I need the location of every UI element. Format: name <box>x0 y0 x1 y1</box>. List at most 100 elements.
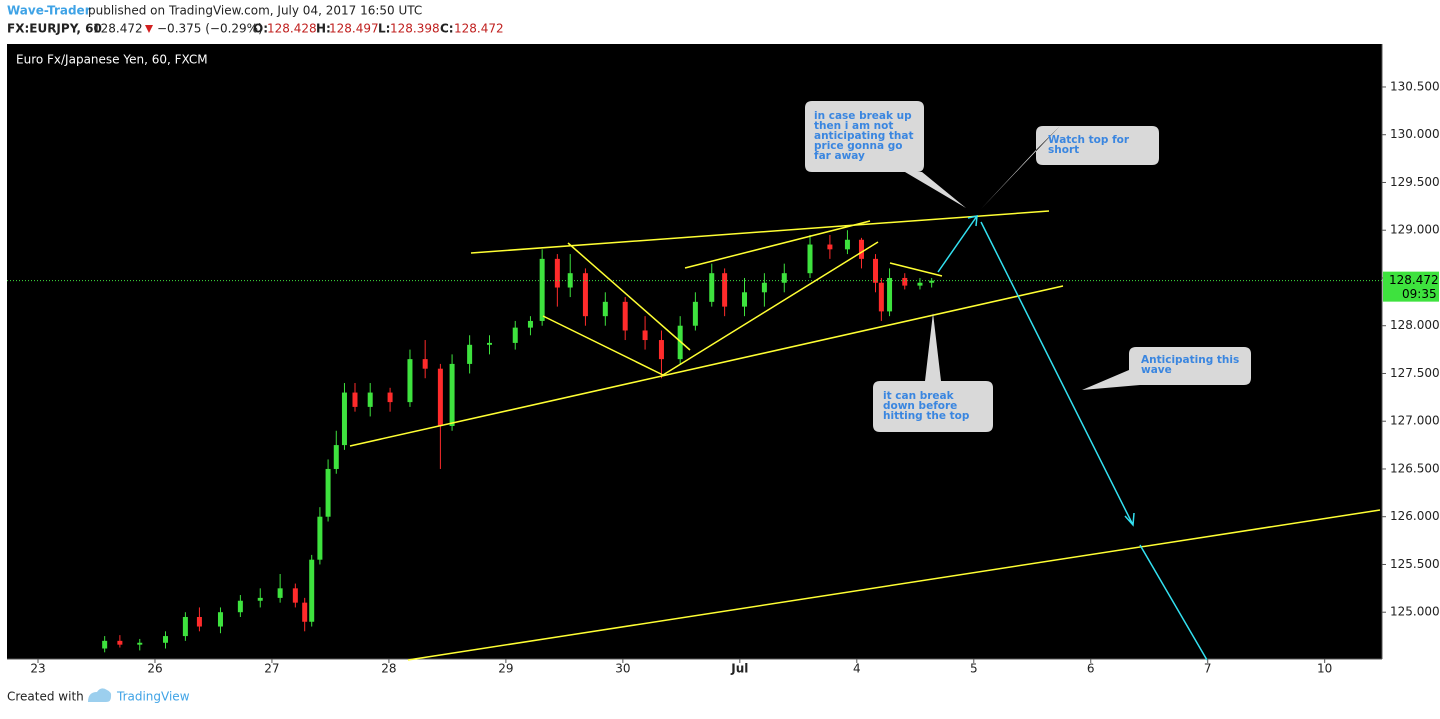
candle-body <box>237 600 243 613</box>
annotation-text: Anticipating this <box>1141 354 1239 366</box>
y-tick-label: 130.500 <box>1390 79 1440 93</box>
h-label: H: <box>316 22 331 36</box>
arrow <box>1139 544 1208 661</box>
candle-body <box>527 320 533 328</box>
tv-logo <box>88 688 112 702</box>
candle-body <box>102 640 108 649</box>
trend-line <box>662 241 879 376</box>
trend-line <box>684 220 871 269</box>
x-tick-label: Jul <box>730 662 748 676</box>
x-tick-label: 6 <box>1087 662 1095 676</box>
annotation-text: in case break up <box>814 110 912 122</box>
candle-body <box>162 636 168 643</box>
x-tick-label: 7 <box>1204 662 1212 676</box>
candle-body <box>487 342 493 345</box>
arrows <box>937 215 1208 661</box>
footer-created: Created with <box>7 690 84 704</box>
arrow <box>980 221 1135 527</box>
candle-body <box>917 282 923 286</box>
candle-body <box>467 344 473 364</box>
x-tick-label: 10 <box>1317 662 1332 676</box>
candle-body <box>709 273 715 302</box>
candle-body <box>309 559 315 622</box>
y-tick-label: 129.000 <box>1390 223 1440 237</box>
candle-body <box>137 642 143 645</box>
candle-body <box>887 277 893 312</box>
candle-body <box>352 392 358 407</box>
low: 128.398 <box>390 22 440 36</box>
annotation-text: price gonna go <box>814 140 902 152</box>
candle-body <box>333 445 339 469</box>
x-tick-label: 26 <box>147 662 162 676</box>
last-price-label: 128.472 <box>1389 273 1439 287</box>
x-tick-label: 4 <box>853 662 861 676</box>
x-tick-label: 5 <box>970 662 978 676</box>
x-tick-label: 29 <box>498 662 513 676</box>
annotation-text: Watch top for <box>1048 134 1130 146</box>
y-tick-label: 125.500 <box>1390 557 1440 571</box>
open: 128.428 <box>267 22 317 36</box>
last-price-box <box>1383 271 1439 302</box>
y-tick-label: 128.000 <box>1390 318 1440 332</box>
candle-body <box>437 368 443 426</box>
y-tick-label: 127.000 <box>1390 414 1440 428</box>
annotation-text: it can break <box>883 390 955 402</box>
candle-body <box>677 325 683 360</box>
trend-line <box>470 210 1050 254</box>
candle-body <box>827 244 833 250</box>
candle-body <box>367 392 373 407</box>
x-tick-label: 27 <box>264 662 279 676</box>
candle-body <box>539 258 545 321</box>
y-tick-label: 129.500 <box>1390 175 1440 189</box>
y-tick-label: 130.000 <box>1390 127 1440 141</box>
author[interactable]: Wave-Trader <box>7 4 91 18</box>
candle-body <box>742 292 748 307</box>
annotation-text: wave <box>1141 364 1172 376</box>
candle-body <box>292 588 298 603</box>
x-tick-label: 30 <box>615 662 630 676</box>
candle-body <box>407 359 413 403</box>
candle-body <box>196 616 202 627</box>
countdown: 09:35 <box>1402 287 1437 301</box>
candle-body <box>277 588 283 598</box>
candle-body <box>929 280 935 283</box>
candle-body <box>422 359 428 369</box>
last: 128.472 <box>93 22 143 36</box>
candle-body <box>449 363 455 426</box>
candle-body <box>567 273 573 288</box>
candle-body <box>642 330 648 341</box>
candle-body <box>387 392 393 403</box>
plot <box>7 230 1382 653</box>
candle-body <box>117 640 123 645</box>
candle-body <box>902 277 908 286</box>
annotation-text: down before <box>883 400 957 412</box>
candle-body <box>692 301 698 326</box>
y-tick-label: 126.500 <box>1390 461 1440 475</box>
candle-body <box>602 301 608 317</box>
y-tick-label: 126.000 <box>1390 509 1440 523</box>
c-label: C: <box>440 22 454 36</box>
high: 128.497 <box>329 22 379 36</box>
candle-body <box>302 602 308 622</box>
callouts <box>805 101 1251 432</box>
arrow <box>937 215 978 273</box>
candle-body <box>807 244 813 274</box>
trend-line <box>542 315 664 376</box>
trend-line <box>889 262 943 277</box>
candle-body <box>844 239 850 250</box>
candle-body <box>781 273 787 283</box>
drawings <box>349 210 1381 661</box>
trend-line <box>407 509 1381 661</box>
candle-body <box>325 468 331 517</box>
footer-brand[interactable]: TradingView <box>116 690 190 704</box>
published: published on TradingView.com, July 04, 2… <box>88 4 422 18</box>
candle-body <box>317 516 323 560</box>
candle-body <box>182 616 188 637</box>
candle-body <box>722 273 728 307</box>
l-label: L: <box>378 22 390 36</box>
x-tick-label: 28 <box>381 662 396 676</box>
o-label: O: <box>253 22 268 36</box>
down-arrow <box>145 25 153 33</box>
